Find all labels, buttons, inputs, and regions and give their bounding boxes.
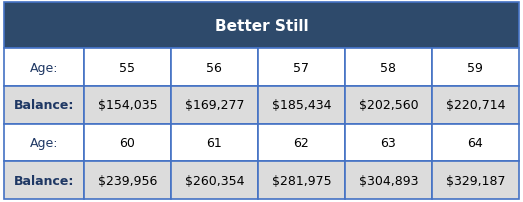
Text: Balance:: Balance: — [14, 99, 74, 112]
Text: $239,956: $239,956 — [98, 174, 157, 187]
Bar — [258, 124, 345, 161]
Text: $329,187: $329,187 — [446, 174, 505, 187]
Bar — [4, 124, 84, 161]
Bar — [84, 49, 171, 86]
Text: 62: 62 — [293, 136, 309, 149]
Bar — [345, 86, 432, 124]
Bar — [84, 124, 171, 161]
Text: $281,975: $281,975 — [271, 174, 331, 187]
Bar — [171, 86, 258, 124]
Bar — [258, 86, 345, 124]
Text: 61: 61 — [207, 136, 222, 149]
Text: $220,714: $220,714 — [446, 99, 505, 112]
Text: 59: 59 — [468, 61, 483, 74]
Text: Age:: Age: — [30, 61, 59, 74]
Bar — [432, 86, 519, 124]
Bar — [432, 161, 519, 199]
Bar — [84, 161, 171, 199]
Text: $304,893: $304,893 — [359, 174, 418, 187]
Bar — [432, 49, 519, 86]
Bar — [258, 161, 345, 199]
Text: 63: 63 — [380, 136, 396, 149]
Bar — [432, 124, 519, 161]
Bar — [4, 49, 84, 86]
Bar — [258, 49, 345, 86]
Bar — [84, 86, 171, 124]
Text: 57: 57 — [293, 61, 310, 74]
Bar — [4, 86, 84, 124]
Text: 55: 55 — [119, 61, 135, 74]
Text: Balance:: Balance: — [14, 174, 74, 187]
Text: $169,277: $169,277 — [185, 99, 244, 112]
Text: 60: 60 — [119, 136, 135, 149]
Bar — [171, 124, 258, 161]
Bar — [171, 161, 258, 199]
Bar — [345, 49, 432, 86]
Text: $154,035: $154,035 — [98, 99, 157, 112]
Text: $260,354: $260,354 — [185, 174, 244, 187]
Text: $185,434: $185,434 — [271, 99, 331, 112]
Text: Better Still: Better Still — [214, 19, 309, 34]
Text: Age:: Age: — [30, 136, 59, 149]
Bar — [4, 3, 519, 49]
Text: 58: 58 — [380, 61, 396, 74]
Text: 64: 64 — [468, 136, 483, 149]
Bar — [345, 124, 432, 161]
Bar — [4, 161, 84, 199]
Bar — [345, 161, 432, 199]
Text: 56: 56 — [207, 61, 222, 74]
Text: $202,560: $202,560 — [359, 99, 418, 112]
Bar — [171, 49, 258, 86]
